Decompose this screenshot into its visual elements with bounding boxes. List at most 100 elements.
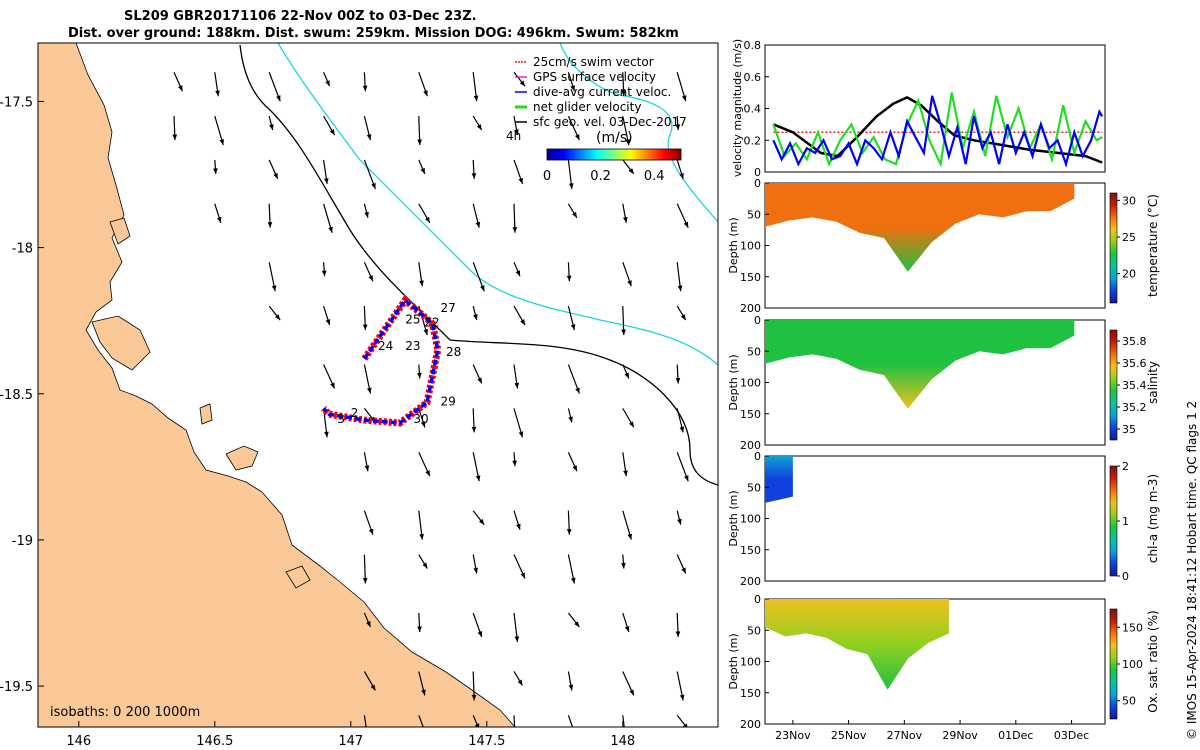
- geo-velocity-arrowhead: [566, 275, 572, 282]
- footer-credit: © IMOS 15-Apr-2024 18:41:12 Hobart time.…: [1185, 400, 1199, 740]
- ox-x-tick-label: 03Dec: [1054, 729, 1089, 742]
- geo-velocity-arrowhead: [570, 577, 576, 584]
- chl-y-tick-label: 50: [747, 481, 761, 494]
- geo-velocity-arrowhead: [627, 280, 632, 287]
- geo-velocity-arrowhead: [471, 694, 477, 701]
- ox-x-tick-label: 25Nov: [831, 729, 867, 742]
- legend-label: net glider velocity: [533, 100, 641, 114]
- ox-colorbar-tick-label: 150: [1122, 621, 1143, 634]
- geo-velocity-arrowhead: [276, 95, 281, 102]
- map-y-tick-label: -19.5: [0, 680, 33, 695]
- geo-velocity-arrowhead: [679, 172, 684, 179]
- geo-velocity-arrowhead: [324, 431, 329, 438]
- map-x-tick-label: 148: [610, 734, 635, 749]
- map-x-tick-label: 147: [338, 734, 363, 749]
- ox-y-tick-label: 0: [754, 593, 761, 606]
- geo-velocity-arrowhead: [172, 134, 178, 141]
- temp-y-tick-label: 100: [740, 240, 761, 253]
- geo-velocity-arrowhead: [473, 567, 478, 574]
- geo-velocity-arrowhead: [271, 285, 277, 292]
- ox-x-tick-label: 27Nov: [887, 729, 923, 742]
- salinity-panel: 0 50 100 150 200 Depth (m) 35.8 35.6 35.4 35.2 35 s…: [727, 314, 1160, 452]
- geo-velocity-arrowhead: [420, 421, 426, 428]
- track-day-label: 3: [337, 412, 345, 426]
- temp-y-axis-label: Depth (m): [727, 217, 740, 273]
- temp-colorbar-label: temperature (°C): [1146, 194, 1160, 297]
- temp-y-tick-label: 50: [747, 208, 761, 221]
- geo-velocity-arrowhead: [677, 285, 683, 292]
- geo-velocity-arrow: [513, 715, 516, 727]
- geo-velocity-arrowhead: [680, 314, 686, 321]
- geo-velocity-arrow: [418, 715, 424, 727]
- sal-y-tick-label: 0: [754, 314, 761, 327]
- geo-velocity-arrowhead: [621, 562, 626, 569]
- ox-data-field: [765, 599, 949, 690]
- isobath-1000m: [277, 43, 718, 366]
- geo-velocity-arrowhead: [477, 377, 482, 384]
- geo-velocity-arrowhead: [570, 324, 576, 331]
- geo-velocity-arrowhead: [274, 314, 281, 321]
- geo-velocity-arrowhead: [364, 465, 370, 472]
- sal-colorbar: [1109, 329, 1118, 441]
- track-day-label: 22: [424, 316, 439, 330]
- temp-colorbar: [1109, 192, 1118, 304]
- geo-velocity-arrowhead: [477, 631, 483, 637]
- geo-velocity-arrowhead: [568, 183, 574, 189]
- geo-velocity-arrowhead: [475, 475, 481, 482]
- chl-y-tick-label: 0: [754, 450, 761, 463]
- geo-velocity-arrowhead: [624, 626, 630, 632]
- geo-velocity-arrowhead: [215, 90, 220, 97]
- map-y-tick-label: -19: [12, 534, 33, 549]
- map-y-tick-label: -18.5: [0, 388, 33, 403]
- sal-y-tick-label: 200: [740, 439, 761, 452]
- geo-velocity-arrowhead: [426, 738, 430, 744]
- track-day-label: 25: [405, 313, 420, 327]
- velocity-y-tick-label: 0.2: [744, 134, 762, 147]
- geo-velocity-arrowhead: [682, 723, 688, 727]
- chl-y-axis-label: Depth (m): [727, 490, 740, 546]
- geo-velocity-arrowhead: [419, 280, 424, 287]
- geo-velocity-arrowhead: [566, 529, 572, 535]
- geo-velocity-arrowhead: [677, 518, 682, 525]
- island-land: [225, 445, 259, 471]
- ox-colorbar-label: Ox. sat. ratio (%): [1146, 610, 1160, 712]
- geo-velocity-arrowhead: [475, 221, 481, 228]
- sal-colorbar-label: salinity: [1146, 361, 1160, 404]
- velocity-y-axis-label: velocity magnitude (m/s): [731, 39, 744, 177]
- ox-y-tick-label: 200: [740, 718, 761, 731]
- track-day-label: 30: [413, 412, 428, 426]
- geo-velocity-arrowhead: [366, 621, 371, 627]
- temp-colorbar-tick-label: 25: [1122, 231, 1136, 244]
- map-x-tick-label: 146: [66, 734, 91, 749]
- chl-colorbar-tick-label: 1: [1122, 515, 1129, 528]
- geo-velocity-arrowhead: [471, 426, 477, 433]
- ox-colorbar-tick-label: 50: [1122, 695, 1136, 708]
- geo-velocity-arrowhead: [325, 319, 331, 326]
- map-frame: [37, 42, 719, 728]
- velocity-series-line: [772, 95, 1103, 164]
- chlorophyll-panel: 0 50 100 150 200 Depth (m) 2 1 0 chl-a (mg m-3): [727, 450, 1160, 588]
- chl-colorbar-tick-label: 0: [1122, 570, 1129, 583]
- geo-velocity-arrowhead: [568, 416, 573, 423]
- track-day-label: 24: [378, 339, 393, 353]
- geo-velocity-arrowhead: [365, 734, 370, 740]
- sal-y-tick-label: 150: [740, 408, 761, 421]
- geo-velocity-arrowhead: [574, 134, 580, 141]
- track-current-vectors: [322, 297, 440, 425]
- temp-data-field: [765, 183, 1075, 272]
- geo-velocity-arrowhead: [368, 275, 373, 282]
- sal-colorbar-tick-label: 35.4: [1122, 379, 1147, 392]
- geo-velocity-arrowhead: [366, 387, 372, 394]
- geo-velocity-arrowhead: [419, 533, 424, 540]
- velocity-y-tick-label: 0.8: [744, 39, 762, 52]
- temp-y-tick-label: 200: [740, 302, 761, 315]
- geo-velocity-arrowhead: [371, 182, 376, 189]
- chl-frame: [764, 455, 1106, 582]
- island-land: [285, 565, 311, 589]
- ox-colorbar: [1109, 608, 1118, 720]
- ox-y-tick-label: 50: [747, 624, 761, 637]
- geo-velocity-arrow: [567, 715, 574, 727]
- track-day-label: 27: [441, 301, 456, 315]
